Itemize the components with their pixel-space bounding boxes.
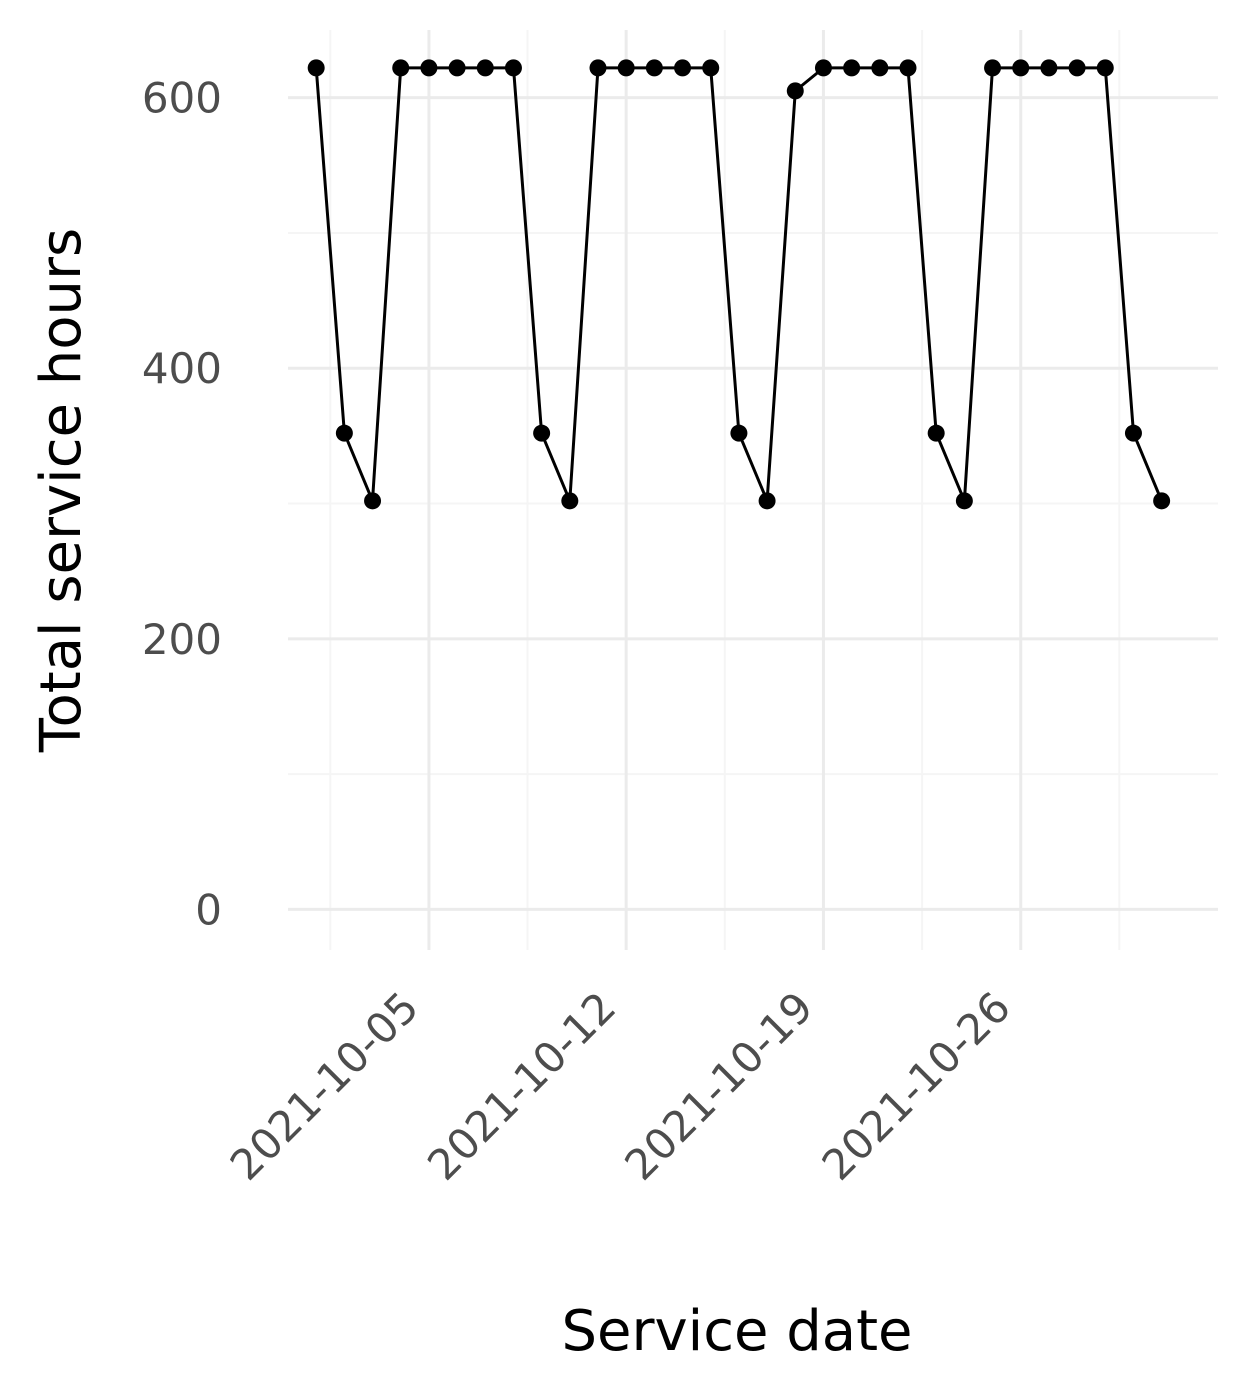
data-point [814, 59, 832, 77]
data-point [533, 424, 551, 442]
data-point [1012, 59, 1030, 77]
y-axis-title: Total service hours [29, 228, 94, 753]
data-point [786, 82, 804, 100]
x-axis-title: Service date [561, 1299, 912, 1364]
data-point [448, 59, 466, 77]
data-point [730, 424, 748, 442]
x-tick-label: 2021-10-19 [615, 982, 822, 1189]
x-tick-label: 2021-10-12 [418, 982, 625, 1189]
data-point [1124, 424, 1142, 442]
y-tick-label: 200 [142, 615, 222, 664]
data-point [1040, 59, 1058, 77]
data-point [1153, 492, 1171, 510]
data-point [758, 492, 776, 510]
data-point [843, 59, 861, 77]
data-point [674, 59, 692, 77]
series-layer [307, 59, 1171, 510]
data-point [1068, 59, 1086, 77]
data-point [504, 59, 522, 77]
data-point [561, 492, 579, 510]
data-point [392, 59, 410, 77]
data-point [476, 59, 494, 77]
data-point [927, 424, 945, 442]
data-point [589, 59, 607, 77]
data-point [702, 59, 720, 77]
data-point [1096, 59, 1114, 77]
y-axis-tick-labels: 0 200 400 600 [142, 74, 222, 935]
data-point [617, 59, 635, 77]
x-tick-label: 2021-10-26 [813, 982, 1020, 1189]
data-point [899, 59, 917, 77]
x-tick-label: 2021-10-05 [221, 982, 428, 1189]
y-tick-label: 400 [142, 344, 222, 393]
data-point [871, 59, 889, 77]
y-tick-label: 0 [195, 885, 222, 934]
minor-gridlines [288, 30, 1218, 950]
data-point [955, 492, 973, 510]
data-point [645, 59, 663, 77]
data-point [420, 59, 438, 77]
data-point [984, 59, 1002, 77]
data-point [364, 492, 382, 510]
data-point [307, 59, 325, 77]
major-gridlines [288, 30, 1218, 950]
y-tick-label: 600 [142, 74, 222, 123]
data-point [335, 424, 353, 442]
